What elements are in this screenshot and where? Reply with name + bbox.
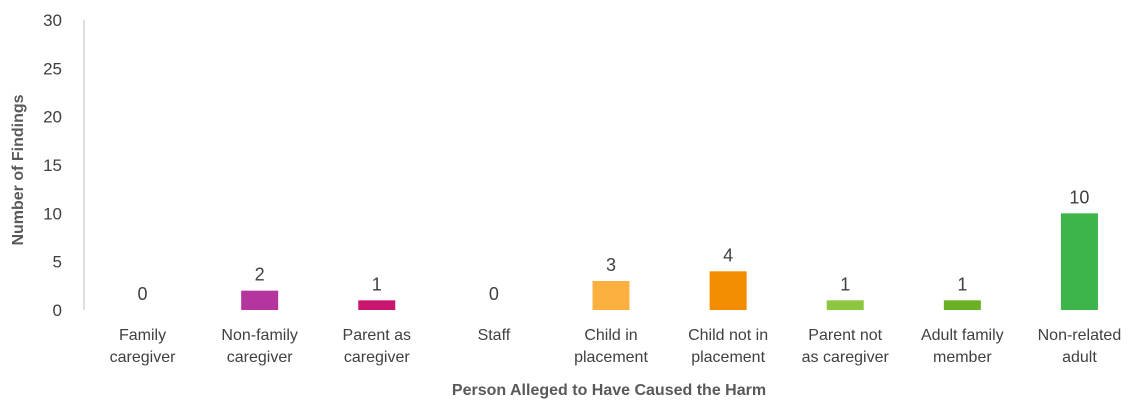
data-label: 4 bbox=[723, 245, 733, 265]
y-tick-label: 30 bbox=[43, 11, 62, 30]
y-tick-label: 25 bbox=[43, 59, 62, 78]
y-tick-label: 10 bbox=[43, 204, 62, 223]
y-tick-label: 5 bbox=[53, 253, 62, 272]
bar bbox=[241, 290, 279, 310]
data-label: 0 bbox=[138, 284, 148, 304]
data-label: 3 bbox=[606, 255, 616, 275]
bar bbox=[709, 271, 747, 310]
data-label: 0 bbox=[489, 284, 499, 304]
x-tick-label: Parent as caregiver bbox=[343, 327, 411, 366]
y-tick-label: 15 bbox=[43, 156, 62, 175]
x-tick-label: Parent not as caregiver bbox=[802, 327, 890, 366]
bar bbox=[943, 300, 981, 310]
data-label: 2 bbox=[255, 265, 265, 285]
x-tick-label: Family caregiver bbox=[110, 327, 176, 366]
bar bbox=[592, 281, 630, 310]
data-label: 1 bbox=[840, 274, 850, 294]
x-tick-label: Child not in placement bbox=[688, 327, 768, 366]
y-axis-title: Number of Findings bbox=[10, 94, 27, 245]
data-label: 10 bbox=[1069, 187, 1089, 207]
x-axis: Family caregiver Non-family caregiver Parent… bbox=[110, 327, 1122, 366]
bar bbox=[358, 300, 396, 310]
data-label: 1 bbox=[957, 274, 967, 294]
bar bbox=[1060, 213, 1098, 310]
x-axis-title: Person Alleged to Have Caused the Harm bbox=[452, 382, 766, 399]
x-tick-label: Non-related adult bbox=[1038, 327, 1122, 366]
y-axis: 0 5 10 15 20 25 30 bbox=[43, 11, 85, 320]
x-tick-label: Staff bbox=[478, 327, 511, 344]
x-tick-label: Adult family member bbox=[921, 327, 1004, 366]
y-tick-label: 20 bbox=[43, 108, 62, 127]
bar bbox=[826, 300, 864, 310]
x-tick-label: Non-family caregiver bbox=[221, 327, 297, 366]
bars: 02 1 03 41 110 bbox=[138, 187, 1098, 310]
y-tick-label: 0 bbox=[53, 301, 62, 320]
data-label: 1 bbox=[372, 274, 382, 294]
x-tick-label: Child in placement bbox=[574, 327, 648, 366]
